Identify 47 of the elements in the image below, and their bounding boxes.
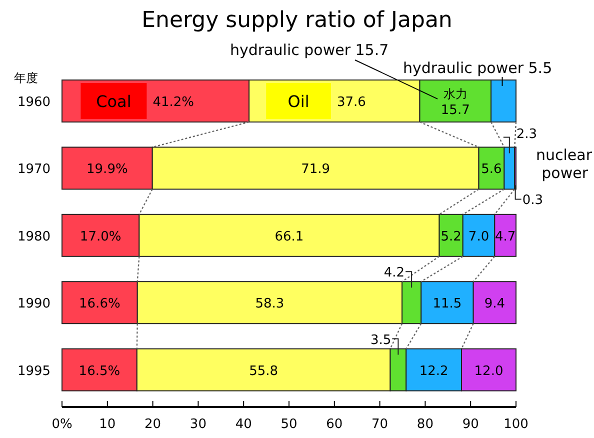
y-tick-label: 1995 bbox=[17, 364, 51, 379]
data-label: 16.6% bbox=[79, 296, 120, 312]
data-label: 4.2 bbox=[384, 266, 405, 281]
series-label: Coal bbox=[96, 92, 132, 111]
data-label: 5.6 bbox=[481, 162, 502, 178]
data-label: 3.5 bbox=[370, 332, 392, 348]
data-label: 15.7 bbox=[440, 103, 470, 118]
x-tick-label: 50 bbox=[280, 417, 298, 432]
x-tick-label: 80 bbox=[416, 417, 434, 432]
data-label: 7.0 bbox=[468, 229, 490, 244]
series-label: Oil bbox=[288, 92, 310, 111]
data-label: 5.2 bbox=[440, 229, 462, 244]
data-label: 11.5 bbox=[432, 296, 462, 312]
data-label: 71.9 bbox=[301, 162, 330, 178]
series-label: 水力 bbox=[443, 87, 468, 101]
ylabel: 年度 bbox=[14, 71, 38, 85]
data-label: 19.9% bbox=[86, 162, 128, 178]
data-label: 55.8 bbox=[249, 364, 278, 379]
data-label: 0.3 bbox=[522, 193, 544, 208]
data-label: 41.2% bbox=[152, 95, 194, 110]
y-tick-label: 1980 bbox=[17, 229, 51, 244]
x-tick-label: 70 bbox=[372, 417, 388, 432]
data-label: 12.2 bbox=[419, 364, 448, 379]
x-tick-label: 20 bbox=[144, 417, 162, 432]
x-tick-label: 30 bbox=[190, 417, 206, 432]
data-label: 17.0% bbox=[80, 229, 122, 244]
title: Energy supply ratio of Japan bbox=[142, 8, 452, 33]
data-label: 12.0 bbox=[474, 364, 504, 379]
x-tick-label: 100 bbox=[504, 417, 528, 432]
y-tick-label: 1960 bbox=[17, 95, 51, 110]
x-tick-label: 10 bbox=[99, 417, 116, 432]
data-label: 58.3 bbox=[255, 296, 284, 312]
y-tick-label: 1990 bbox=[17, 296, 51, 312]
annotation: nuclear power bbox=[536, 146, 592, 182]
data-label: 9.4 bbox=[484, 296, 506, 312]
data-label: 2.3 bbox=[516, 127, 538, 142]
y-tick-label: 1970 bbox=[17, 162, 51, 178]
x-tick-label: 90 bbox=[462, 417, 479, 432]
data-label: 37.6 bbox=[336, 95, 366, 110]
x-tick-label: 60 bbox=[326, 417, 343, 432]
x-tick-label: 40 bbox=[235, 417, 252, 432]
data-label: 4.7 bbox=[494, 229, 516, 244]
data-label: 66.1 bbox=[274, 229, 304, 244]
annotation: hydraulic power 5.5 bbox=[403, 59, 552, 77]
annotation: hydraulic power 15.7 bbox=[230, 41, 389, 59]
x-tick-label: 0% bbox=[52, 417, 72, 432]
data-label: 16.5% bbox=[78, 364, 120, 379]
